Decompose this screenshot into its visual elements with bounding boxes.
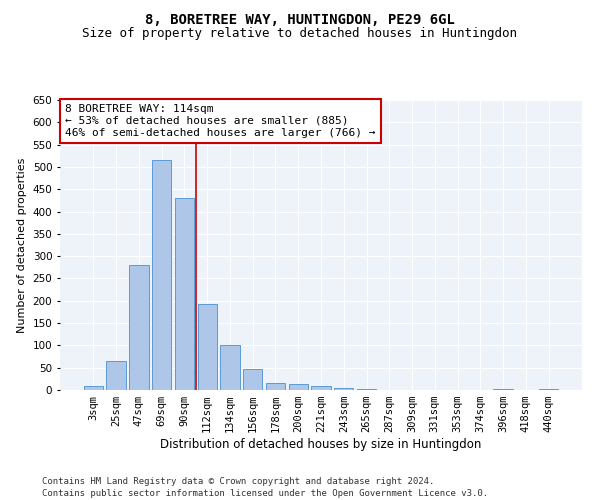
Text: Size of property relative to detached houses in Huntingdon: Size of property relative to detached ho… bbox=[83, 28, 517, 40]
Y-axis label: Number of detached properties: Number of detached properties bbox=[17, 158, 27, 332]
Bar bbox=[106, 361, 126, 390]
X-axis label: Distribution of detached houses by size in Huntingdon: Distribution of detached houses by size … bbox=[160, 438, 482, 451]
Bar bbox=[334, 388, 353, 390]
Text: Contains public sector information licensed under the Open Government Licence v3: Contains public sector information licen… bbox=[42, 489, 488, 498]
Text: 8, BORETREE WAY, HUNTINGDON, PE29 6GL: 8, BORETREE WAY, HUNTINGDON, PE29 6GL bbox=[145, 12, 455, 26]
Bar bbox=[129, 265, 149, 390]
Bar bbox=[311, 386, 331, 390]
Bar bbox=[84, 386, 103, 390]
Bar bbox=[289, 384, 308, 390]
Bar bbox=[152, 160, 172, 390]
Bar bbox=[243, 369, 262, 390]
Text: 8 BORETREE WAY: 114sqm
← 53% of detached houses are smaller (885)
46% of semi-de: 8 BORETREE WAY: 114sqm ← 53% of detached… bbox=[65, 104, 376, 138]
Bar bbox=[357, 389, 376, 390]
Bar bbox=[493, 389, 513, 390]
Bar bbox=[266, 384, 285, 390]
Bar bbox=[175, 198, 194, 390]
Bar bbox=[220, 346, 239, 390]
Bar bbox=[539, 389, 558, 390]
Bar bbox=[197, 304, 217, 390]
Text: Contains HM Land Registry data © Crown copyright and database right 2024.: Contains HM Land Registry data © Crown c… bbox=[42, 478, 434, 486]
